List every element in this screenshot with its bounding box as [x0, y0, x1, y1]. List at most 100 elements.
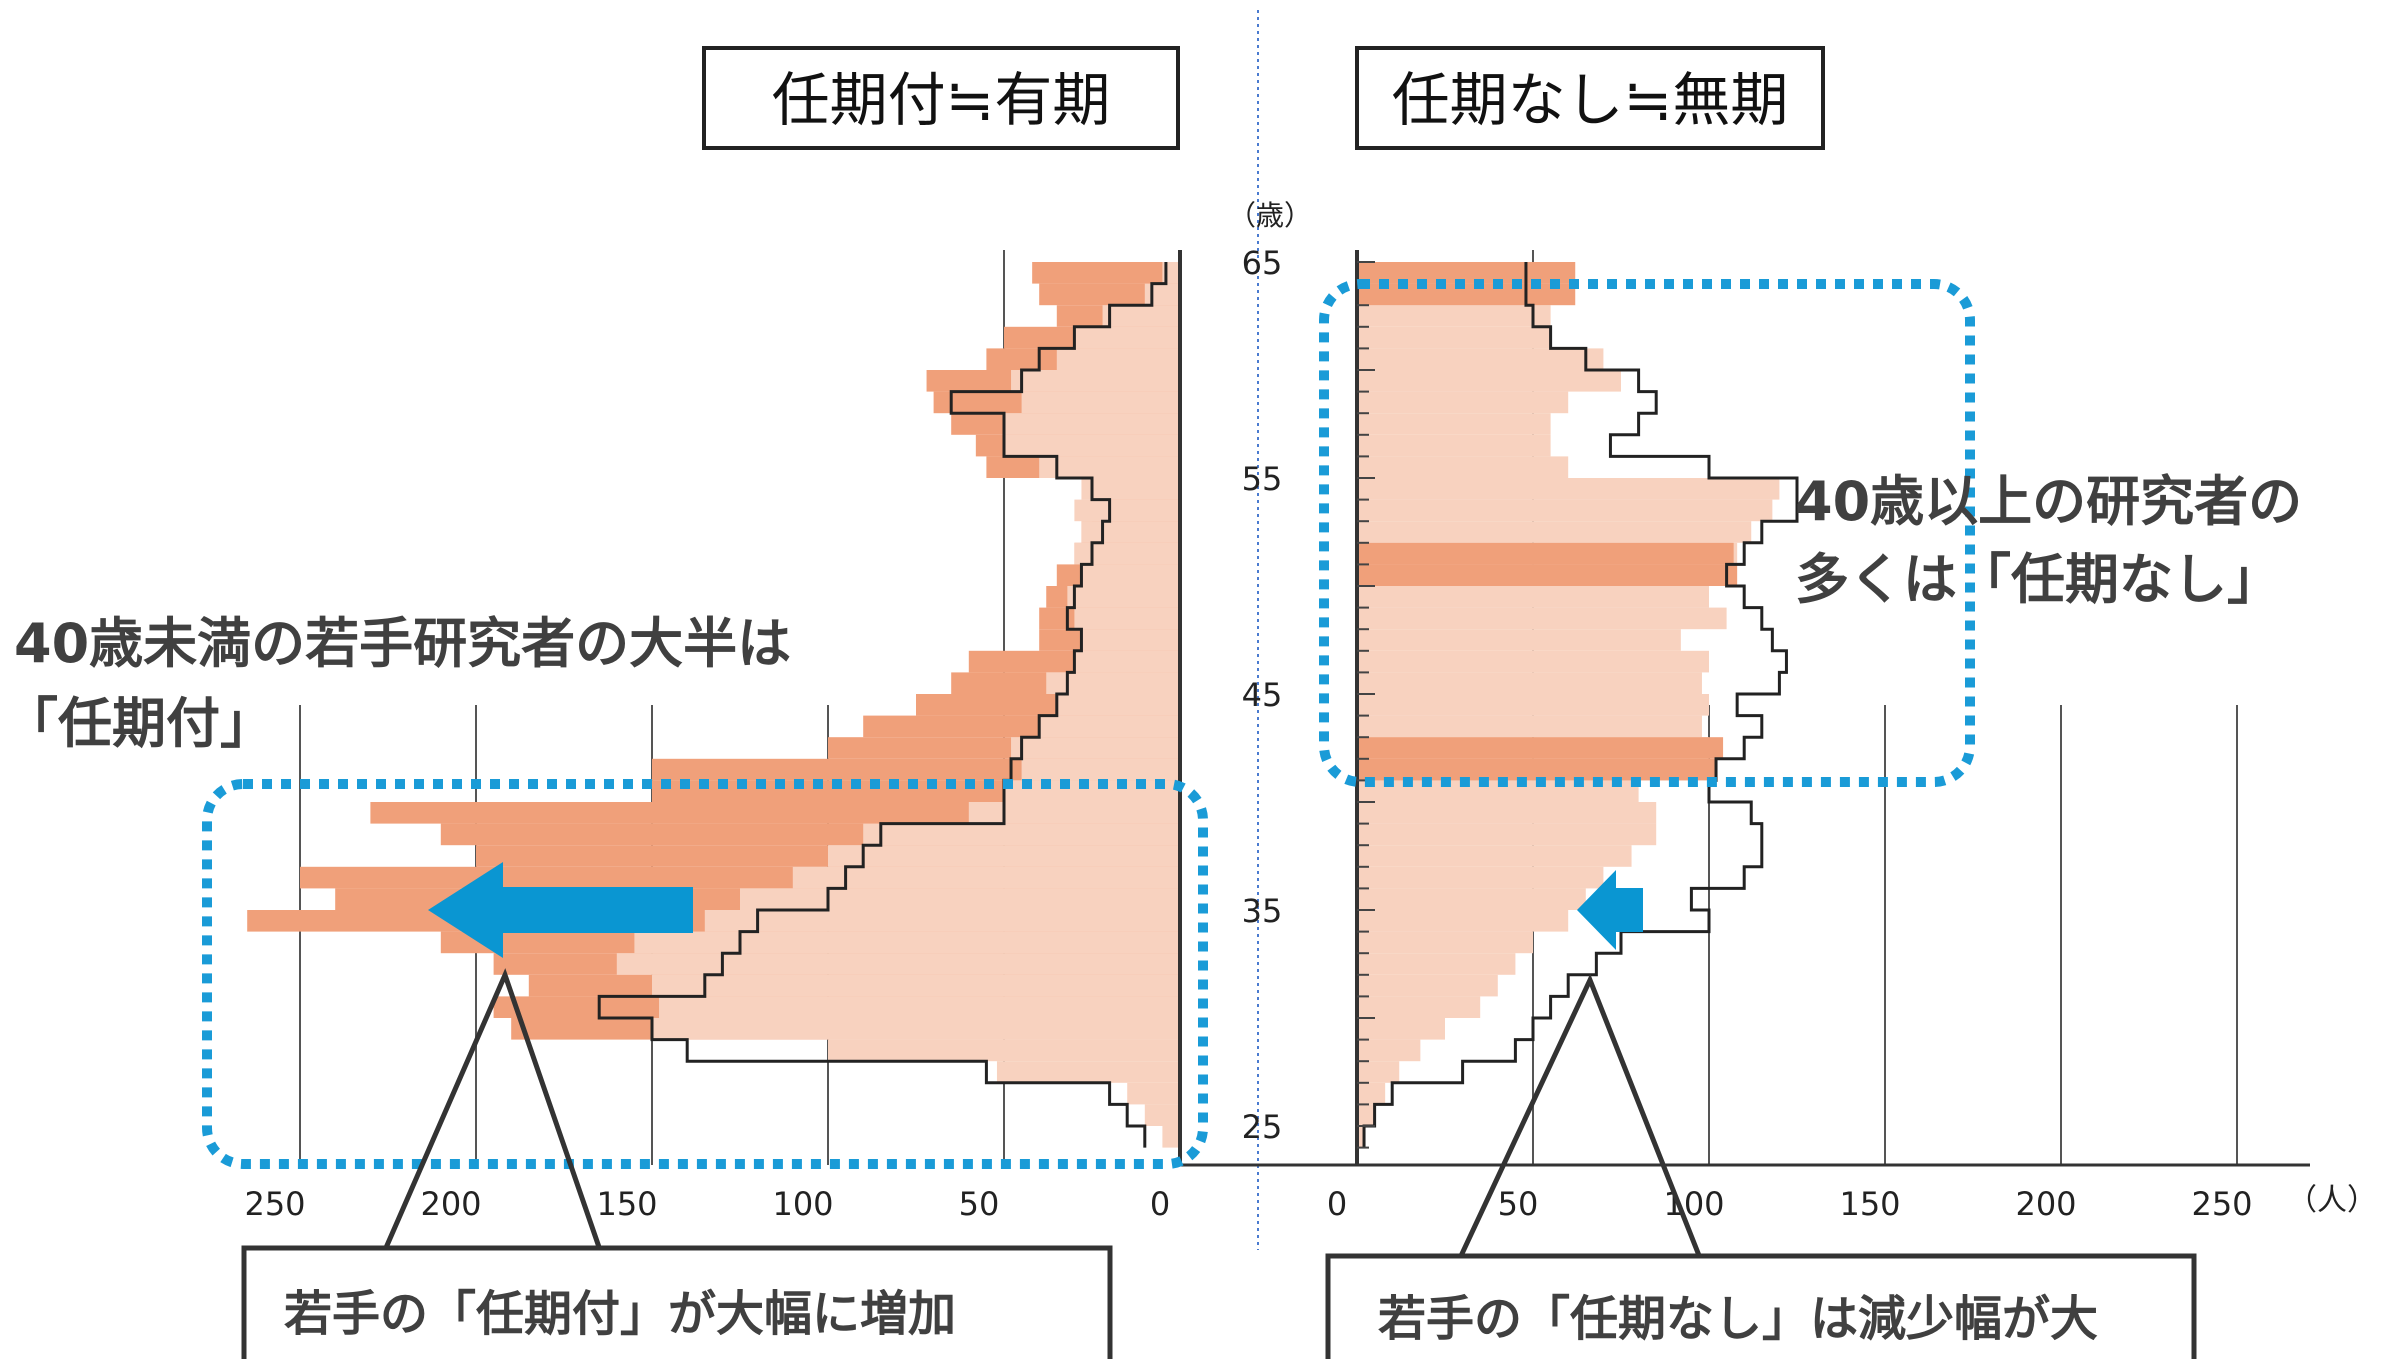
left-light-bar [1056, 348, 1180, 370]
right-light-bar [1357, 866, 1604, 889]
left-light-bar [1144, 1104, 1180, 1126]
right-title-box: 任期なし≒無期 [1355, 46, 1825, 150]
left-light-bar [828, 845, 1180, 867]
x-tick-label-left: 0 [1150, 1185, 1170, 1223]
right-light-bar [1357, 499, 1773, 522]
right-light-bar [1357, 845, 1632, 867]
y-tick-label: 25 [1242, 1108, 1283, 1146]
left-light-bar [1144, 283, 1180, 306]
right-light-bar [1357, 434, 1551, 457]
left-outline [597, 262, 1168, 1148]
left-light-bar [1011, 370, 1180, 392]
left-light-bar [828, 1039, 1180, 1062]
left-light-bar [1039, 456, 1180, 478]
left-light-bar [634, 931, 1180, 954]
left-light-bar [1004, 434, 1180, 457]
y-unit-label: （歳） [1228, 199, 1312, 232]
right-series [1357, 262, 1799, 1148]
left-light-bar [1074, 499, 1180, 522]
left-light-bar [1021, 758, 1180, 781]
right-light-bar [1357, 823, 1657, 846]
x-tick-label-left: 250 [244, 1185, 305, 1223]
x-tick-label-right: 200 [2015, 1185, 2076, 1223]
left-light-bar [1039, 715, 1180, 738]
left-light-bar [1162, 1126, 1180, 1148]
left-light-bar [704, 910, 1180, 932]
right-light-bar [1357, 672, 1702, 694]
x-tick-label-left: 150 [596, 1185, 657, 1223]
x-tick-label-left: 50 [959, 1185, 1000, 1223]
y-tick-label: 35 [1242, 892, 1283, 930]
right-light-bar [1357, 478, 1780, 500]
left-light-bar [652, 974, 1180, 997]
right-light-bar [1357, 974, 1498, 997]
left-light-bar [968, 802, 1180, 824]
left-light-bar [740, 888, 1180, 910]
left-heading-line2: 「任期付」 [4, 692, 274, 755]
x-tick-label-left: 200 [420, 1185, 481, 1223]
y-tick-label: 45 [1242, 676, 1283, 714]
y-tick-label: 65 [1242, 244, 1283, 282]
right-light-bar [1357, 694, 1709, 716]
right-dark-bar [1357, 542, 1734, 565]
right-light-bar [1357, 1104, 1375, 1126]
left-series [247, 262, 1181, 1148]
left-light-bar [1021, 391, 1180, 414]
left-light-bar [1074, 326, 1180, 349]
right-light-bar [1357, 931, 1533, 954]
x-tick-label-right: 150 [1839, 1185, 1900, 1223]
left-light-bar [1102, 305, 1180, 327]
left-light-bar [996, 1061, 1180, 1083]
left-callout-text: 若手の「任期付」が大幅に増加 [284, 1286, 956, 1342]
right-light-bar [1357, 1018, 1445, 1040]
right-light-bar [1357, 650, 1709, 673]
left-light-bar [792, 866, 1180, 889]
right-title: 任期なし≒無期 [1392, 66, 1789, 134]
left-light-bar [1004, 413, 1180, 435]
left-light-bar [1056, 694, 1180, 716]
left-light-bar [659, 996, 1180, 1018]
x-tick-label-right: 50 [1498, 1185, 1539, 1223]
right-light-bar [1357, 607, 1727, 630]
right-light-bar [1357, 910, 1569, 932]
left-title-box: 任期付≒有期 [702, 46, 1180, 150]
x-unit-label: （人） [2287, 1183, 2377, 1218]
right-outline [1362, 262, 1799, 1148]
left-light-bar [863, 823, 1180, 846]
left-light-bar [1067, 586, 1180, 608]
left-light-bar [1074, 650, 1180, 673]
left-light-bar [1074, 542, 1180, 565]
left-title: 任期付≒有期 [772, 66, 1111, 134]
right-heading-line2: 多くは「任期なし」 [1795, 548, 2281, 611]
right-light-bar [1357, 629, 1681, 651]
right-light-bar [1357, 1082, 1386, 1105]
right-light-bar [1357, 953, 1516, 975]
left-light-bar [1074, 607, 1180, 630]
right-light-bar [1357, 370, 1621, 392]
right-dark-bar [1357, 737, 1724, 759]
y-tick-label: 55 [1242, 460, 1283, 498]
right-light-bar [1357, 586, 1709, 608]
axes [1178, 250, 2310, 1167]
right-light-bar [1357, 326, 1551, 349]
right-heading-line1: 40歳以上の研究者の [1795, 470, 2302, 533]
left-callout: 若手の「任期付」が大幅に増加 [241, 968, 1113, 1359]
right-light-bar [1357, 996, 1481, 1018]
right-light-bar [1357, 413, 1551, 435]
right-light-bar [1357, 521, 1752, 543]
left-arrow [428, 862, 693, 958]
right-light-bar [1357, 348, 1604, 370]
right-light-bar [1357, 802, 1657, 824]
right-light-bar [1357, 456, 1569, 478]
right-dark-bar [1357, 564, 1738, 586]
x-tick-label-left: 100 [772, 1185, 833, 1223]
right-dark-bar [1357, 262, 1576, 284]
right-dark-bar [1357, 758, 1717, 781]
left-highlight-box [202, 779, 1208, 1169]
right-light-bar [1357, 1061, 1400, 1083]
left-heading-line1: 40歳未満の若手研究者の大半は [14, 612, 791, 675]
x-tick-label-right: 250 [2191, 1185, 2252, 1223]
left-light-bar [1011, 737, 1180, 759]
left-dark-bar [1032, 262, 1180, 284]
